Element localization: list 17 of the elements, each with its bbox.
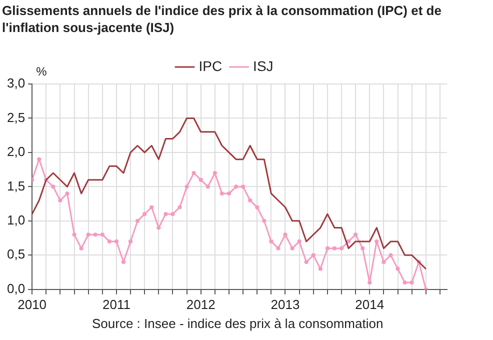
y-tick-label: 2,5: [6, 110, 26, 125]
y-tick-label: 1,0: [6, 212, 26, 228]
source-note: Source : Insee - indice des prix à la consommation: [92, 316, 384, 331]
legend-label: ISJ: [253, 58, 274, 74]
y-tick-label: 0,0: [6, 280, 26, 296]
y-tick-label: 3,0: [6, 76, 26, 91]
chart-title: Glissements annuels de l'indice des prix à la consommation (IPC) et de l'inflation sous-jacente (ISJ): [1, 2, 442, 36]
x-tick-label: 2011: [102, 296, 130, 312]
x-tick-label: 2010: [18, 296, 47, 312]
y-tick-label: 0,5: [6, 246, 26, 262]
y-tick-label: 1,5: [6, 178, 26, 194]
y-axis-title: %: [36, 64, 48, 78]
y-tick-label: 2,0: [6, 144, 26, 160]
x-tick-label: 2013: [270, 296, 300, 312]
x-tick-label: 2012: [186, 296, 216, 312]
x-tick-label: 2014: [355, 296, 384, 312]
legend-label: IPC: [198, 58, 222, 74]
